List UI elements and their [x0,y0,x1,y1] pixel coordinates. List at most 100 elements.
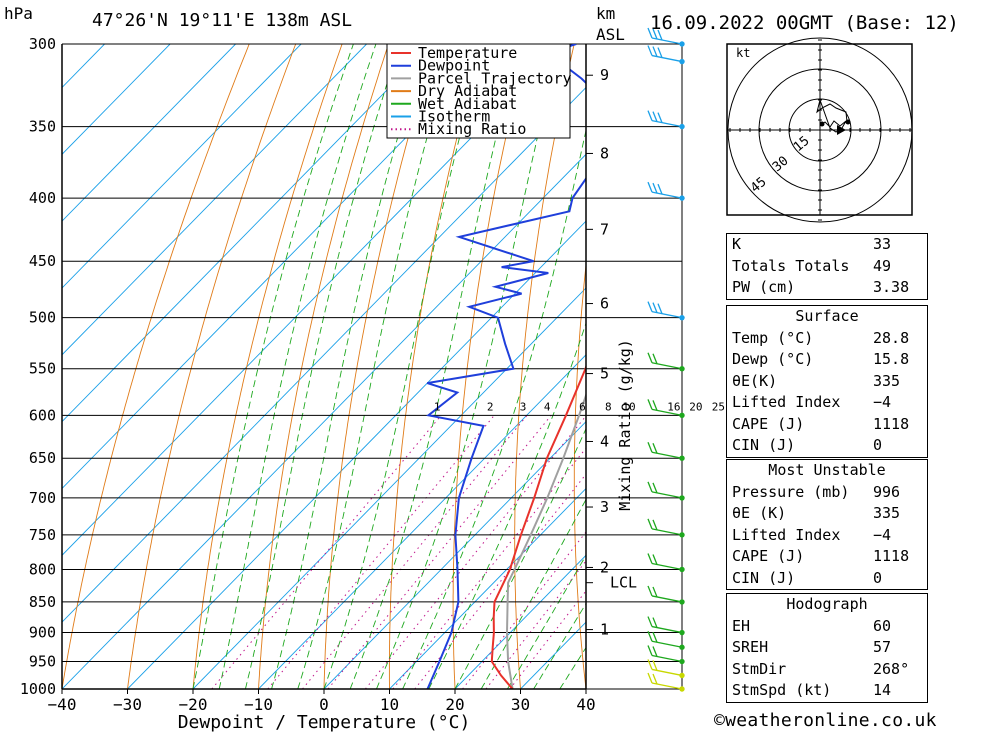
x-axis-title: Dewpoint / Temperature (°C) [178,712,471,733]
surface-row: θE(K) 335 [732,371,901,390]
height-tick-label: 8 [600,144,609,162]
x-tick-label: 10 [380,695,399,714]
wind-barb-flag [647,585,653,597]
index-row-totals: Totals Totals 49 [732,256,892,275]
wind-barb-flag [647,27,653,39]
x-tick-label: −20 [179,695,208,714]
hodograph-title: Hodograph [786,595,868,613]
isotherm-line [62,44,171,155]
legend-label: Wet Adiabat [418,95,517,113]
pressure-tick-label: 900 [29,624,56,642]
wind-barb-flag [652,111,658,122]
parcel-trajectory-trace [505,392,586,689]
hodo-row: StmSpd (kt) 14 [732,681,892,699]
mixing-ratio-line [211,415,442,689]
storm-motion-arrow [837,125,846,135]
pressure-tick-label: 400 [29,189,56,207]
wind-barb-flag [647,553,653,564]
height-tick-label: 2 [600,558,609,576]
pressure-tick-label: 750 [29,526,56,544]
wind-barb [647,441,683,459]
wind-barb-flag [647,352,653,363]
isotherm-line [62,44,564,556]
x-tick-label: 20 [445,695,464,714]
isobars [62,43,682,690]
mixing-ratio-line [302,415,528,689]
mixing-ratio-line [392,447,586,689]
wind-barb [647,27,683,45]
wind-barb-dot [679,123,685,130]
wind-barb-flag [657,47,663,58]
wind-barb-flag [647,481,653,493]
mixing-ratio-line [267,415,495,689]
hodograph-panel: Hodograph EH 60 SREH 57 StmDir 268° StmSpd … [726,593,928,703]
most-unstable-panel: Most Unstable Pressure (mb) 996 θE (K) 335… [726,459,928,590]
wind-barb [647,585,683,603]
pressure-tick-label: 850 [29,593,56,611]
pressure-tick-label: 300 [29,35,56,53]
wind-barb-flag [652,400,658,411]
wind-barb-flag [652,660,658,671]
legend-label: Dry Adiabat [418,82,517,100]
surface-row: CAPE (J) 1118 [732,414,910,433]
wind-barbs [647,27,685,692]
hodo-row: EH 60 [732,616,892,635]
wind-barb-flag [652,46,658,57]
wet-adiabat-line [218,44,377,689]
wind-barb-flag [647,672,653,684]
wind-barb-flag [652,28,658,40]
isotherm-line [62,86,586,623]
wind-barb-flag [652,554,658,565]
x-tick-label: 30 [511,695,530,714]
dry-adiabat-line [192,44,343,689]
hodo-row: StmDir 268° [732,659,910,678]
pressure-tick-label: 800 [29,560,56,578]
wind-barb-flag [647,441,653,453]
height-tick-label: 3 [600,498,609,516]
mixing-ratio-label: 10 [622,400,635,413]
dry-adiabat-line [688,35,717,689]
x-tick-label: 40 [576,695,595,714]
pressure-tick-label: 350 [29,118,56,136]
height-tick-label: 5 [600,365,609,383]
wind-barb-flag [652,673,658,685]
x-tick-label: −30 [113,695,142,714]
isotherm-line [62,44,236,222]
legend-label: Temperature [418,44,517,62]
wind-barb-flag [647,399,653,410]
surface-title: Surface [795,307,859,325]
wind-barb [647,352,683,370]
wind-barb [647,110,683,128]
surface-row: CIN (J) 0 [732,436,883,454]
mu-row: θE (K) 335 [732,504,901,522]
mixing-ratio-axis-title: Mixing Ratio (g/kg) [616,339,634,511]
hodograph-ring [727,37,913,223]
surface-row: Temp (°C) 28.8 [732,328,910,347]
dry-adiabat-line [62,44,250,689]
mu-row: Pressure (mb) 996 [732,482,901,501]
isotherm-line [62,44,302,289]
isotherm-line [323,421,586,689]
wind-barb-flag [652,631,658,643]
mixing-ratio-label: 8 [605,400,612,413]
index-row-pw: PW (cm) 3.38 [732,278,910,296]
dry-adiabat-line [992,35,1000,689]
skewt-grid [62,35,1000,689]
wind-barb [647,616,683,634]
pressure-tick-label: 450 [29,252,56,270]
isotherm-line [127,220,586,689]
wind-barb-flag [647,518,653,530]
wet-adiabat-line [244,44,401,689]
wind-barb-flag [647,630,653,642]
wet-adiabat-line [271,44,426,689]
copyright-footer: ©weatheronline.co.uk [714,710,937,731]
wind-barb-flag [647,645,653,656]
wet-adiabat-line [297,44,454,689]
wind-barb [647,553,683,571]
lcl-label: LCL [610,574,637,592]
index-row-k: K 33 [732,235,892,253]
isotherm-line [258,354,586,689]
isotherm-line [62,44,433,423]
wind-barb [647,672,683,690]
